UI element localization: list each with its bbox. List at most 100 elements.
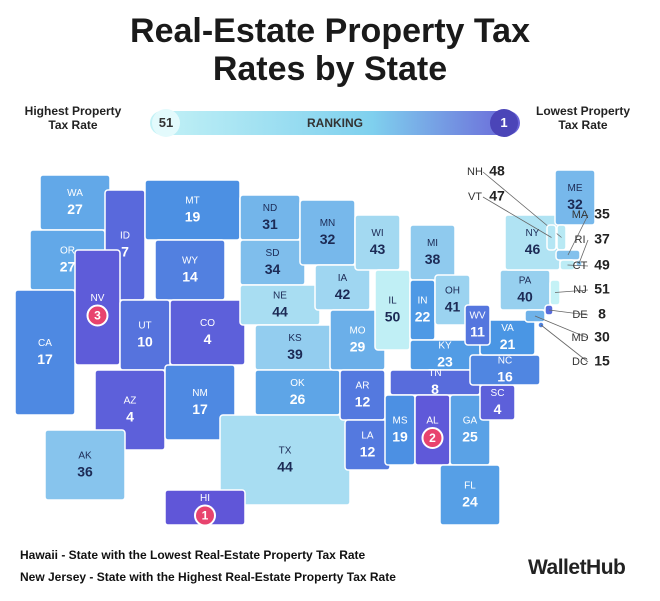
legend-high-label: Highest Property Tax Rate <box>24 104 122 132</box>
state-rank: 26 <box>290 391 306 407</box>
callout-line <box>482 196 552 238</box>
state-rank: 43 <box>370 241 386 257</box>
state-rank: 35 <box>594 206 610 222</box>
state-abbr: VA <box>501 323 514 334</box>
state-abbr: MI <box>427 238 438 249</box>
state-abbr: WY <box>182 256 198 267</box>
state-abbr: TX <box>279 446 292 457</box>
state-abbr: OR <box>60 246 75 257</box>
state-rank: 24 <box>462 494 478 510</box>
state-rank: 42 <box>335 286 351 302</box>
state-abbr: WA <box>67 188 83 199</box>
state-abbr: WV <box>469 311 485 322</box>
state-abbr: WI <box>371 228 383 239</box>
state-abbr: NM <box>192 388 208 399</box>
state-abbr: CO <box>200 318 215 329</box>
state-abbr: NJ <box>573 284 586 296</box>
state-rank: 19 <box>185 209 201 225</box>
callout-line <box>567 214 589 256</box>
state-abbr: KY <box>438 341 452 352</box>
state-rank: 31 <box>262 216 278 232</box>
state-abbr: FL <box>464 481 476 492</box>
state-rank: 8 <box>431 381 439 397</box>
state-rank: 21 <box>500 336 516 352</box>
state-rank: 36 <box>77 464 93 480</box>
state-rank: 4 <box>204 331 212 347</box>
state-rank: 37 <box>594 231 610 247</box>
state-rank: 2 <box>429 431 436 445</box>
state-abbr: NY <box>526 228 540 239</box>
state-rank: 44 <box>272 304 288 320</box>
state-rank: 12 <box>360 444 376 460</box>
top-badge <box>421 427 444 449</box>
state-rank: 1 <box>202 509 209 523</box>
state-abbr: CA <box>38 338 52 349</box>
state-rank: 34 <box>265 261 281 277</box>
state-rank: 30 <box>594 329 610 345</box>
state-rank: 51 <box>594 281 610 297</box>
legend-bar: 51 RANKING 1 <box>150 109 520 137</box>
state-abbr: TN <box>428 368 441 379</box>
title: Real-Estate Property Tax Rates by State <box>130 12 530 88</box>
state-rank: 14 <box>182 269 198 285</box>
state-abbr: MA <box>572 209 589 221</box>
state <box>439 464 501 526</box>
state-rank: 27 <box>60 259 76 275</box>
state-abbr: PA <box>519 276 532 287</box>
state-rank: 32 <box>567 196 583 212</box>
state-abbr: NV <box>91 293 105 304</box>
state-rank: 40 <box>517 289 533 305</box>
state-abbr: NH <box>467 166 483 178</box>
callout-line <box>554 289 589 293</box>
state-abbr: LA <box>361 431 374 442</box>
state-rank: 50 <box>385 309 401 325</box>
state-abbr: AZ <box>124 396 137 407</box>
state <box>44 429 126 501</box>
state-abbr: DE <box>572 309 587 321</box>
state-rank: 22 <box>415 309 431 325</box>
state-abbr: HI <box>200 493 210 504</box>
state-abbr: AK <box>78 451 92 462</box>
state-abbr: SC <box>491 388 505 399</box>
callout-line <box>540 324 589 363</box>
state-abbr: RI <box>575 234 586 246</box>
state-rank: 48 <box>489 163 505 179</box>
state-rank: 16 <box>497 369 513 385</box>
state-rank: 17 <box>37 351 53 367</box>
state-abbr: MT <box>185 196 199 207</box>
state-rank: 29 <box>350 339 366 355</box>
state-rank: 49 <box>594 257 610 273</box>
state-rank: 7 <box>121 244 129 260</box>
state <box>464 304 491 346</box>
state-abbr: MS <box>393 416 408 427</box>
map: WA27OR27CA17ID7NV3MT19WY14UT10CO4AZ4NM17… <box>14 163 610 527</box>
state-rank: 46 <box>525 241 541 257</box>
state-rank: 4 <box>494 401 502 417</box>
footnote: New Jersey - State with the Highest Real… <box>20 570 396 584</box>
state-abbr: ND <box>263 203 277 214</box>
state-abbr: IA <box>338 273 348 284</box>
legend-high-rank: 51 <box>152 109 180 137</box>
state-rank: 10 <box>137 334 153 350</box>
state-abbr: OK <box>290 378 305 389</box>
state-abbr: IL <box>388 296 397 307</box>
state-abbr: CT <box>573 260 588 272</box>
state-abbr: AR <box>356 381 370 392</box>
state-rank: 15 <box>594 353 610 369</box>
state-rank: 3 <box>94 309 101 323</box>
state-rank: 19 <box>392 429 408 445</box>
state-rank: 11 <box>470 324 485 340</box>
state-abbr: MO <box>349 326 365 337</box>
state-rank: 17 <box>192 401 208 417</box>
brand: WalletHub <box>528 556 626 579</box>
state-rank: 23 <box>437 354 453 370</box>
state-abbr: IN <box>418 296 428 307</box>
footnote: Hawaii - State with the Lowest Real-Esta… <box>20 548 366 562</box>
state-abbr: DC <box>572 356 588 368</box>
state-abbr: MD <box>571 332 588 344</box>
state-abbr: GA <box>463 416 478 427</box>
top-badge <box>86 304 109 327</box>
state-rank: 41 <box>445 299 461 315</box>
state-rank: 47 <box>489 188 505 204</box>
